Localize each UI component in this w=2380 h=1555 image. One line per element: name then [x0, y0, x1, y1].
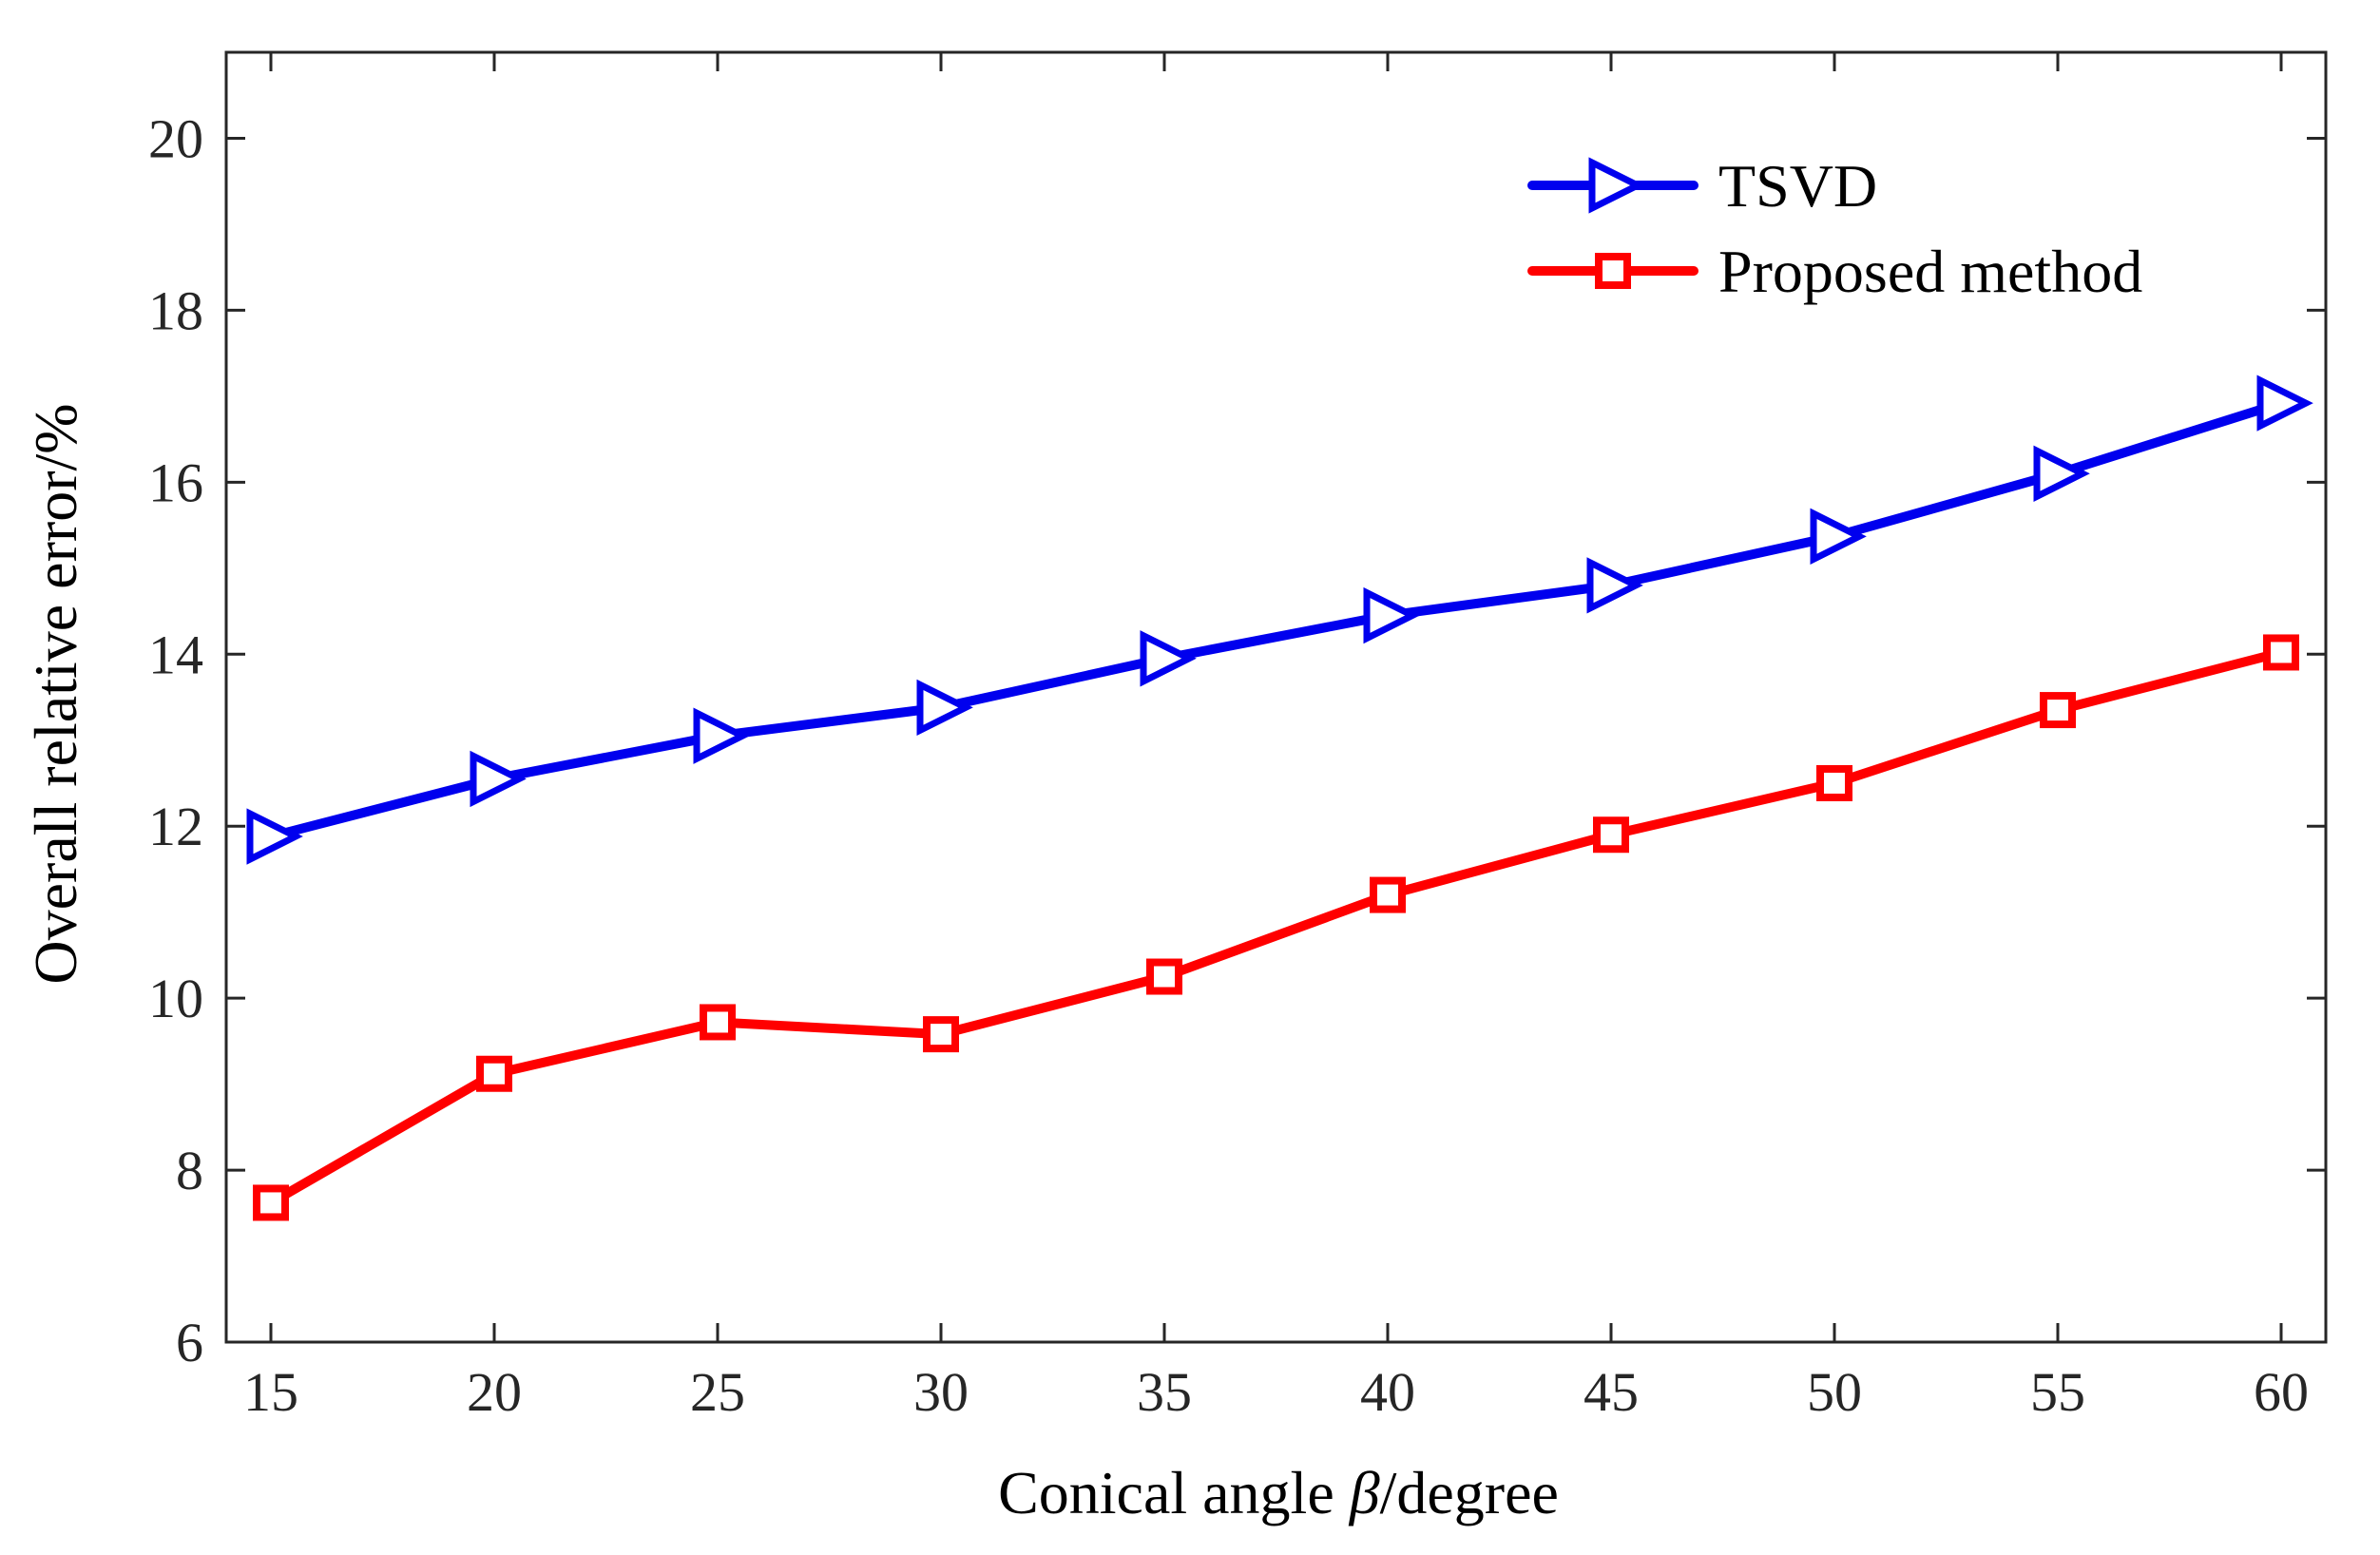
y-tick-label: 14 — [148, 624, 203, 685]
y-tick-label: 8 — [176, 1140, 203, 1201]
y-tick-label: 6 — [176, 1312, 203, 1373]
data-point-proposed-method — [1146, 958, 1182, 995]
y-tick-label: 10 — [148, 968, 203, 1029]
data-point-tsvd — [693, 707, 750, 764]
x-axis-title: Conical angle β/degree — [998, 1459, 1559, 1526]
legend-label-proposed-method: Proposed method — [1718, 238, 2142, 305]
data-point-proposed-method — [253, 1184, 289, 1221]
data-point-proposed-method — [923, 1016, 959, 1053]
data-point-tsvd — [1586, 557, 1643, 614]
series-lines — [246, 374, 2313, 1221]
data-point-tsvd — [2033, 445, 2090, 502]
x-tick-label: 60 — [2254, 1361, 2309, 1423]
series-tsvd — [246, 374, 2313, 865]
y-tick-label: 12 — [148, 796, 203, 857]
y-tick-label: 20 — [148, 107, 203, 169]
x-tick-label: 55 — [2030, 1361, 2085, 1423]
x-tick-label: 25 — [690, 1361, 745, 1423]
tick-labels: 15 20 25 30 35 40 45 50 55 60 6 8 10 12 14 16 18 20 — [148, 107, 2309, 1423]
x-tick-label: 20 — [467, 1361, 522, 1423]
y-tick-label: 18 — [148, 279, 203, 341]
axis-ticks — [226, 52, 2326, 1344]
legend: TSVD Proposed method — [1527, 152, 2142, 305]
series-line-proposed-method — [266, 647, 2286, 1208]
x-tick-label: 15 — [243, 1361, 298, 1423]
y-tick-label: 16 — [148, 451, 203, 513]
x-tick-label: 45 — [1583, 1361, 1639, 1423]
series-line-tsvd — [266, 398, 2286, 842]
legend-marker-proposed-method — [1595, 253, 1631, 289]
data-point-proposed-method — [700, 1004, 736, 1041]
plot-area-frame — [224, 50, 2328, 1344]
data-point-proposed-method — [1816, 764, 1852, 801]
x-tick-label: 50 — [1807, 1361, 1862, 1423]
x-axis-title-symbol: β — [1348, 1459, 1380, 1526]
series-proposed-method — [253, 634, 2299, 1221]
data-point-tsvd — [246, 808, 303, 865]
x-tick-label: 35 — [1137, 1361, 1192, 1423]
x-tick-label: 30 — [913, 1361, 969, 1423]
y-axis-title: Overall relative error/% — [22, 403, 89, 984]
data-point-proposed-method — [2040, 692, 2076, 729]
legend-label-tsvd: TSVD — [1718, 152, 1877, 220]
legend-item-proposed-method: Proposed method — [1527, 238, 2142, 305]
legend-marker-tsvd — [1588, 157, 1645, 214]
data-point-proposed-method — [1593, 816, 1629, 854]
x-axis-title-prefix: Conical angle — [998, 1459, 1350, 1526]
data-point-tsvd — [470, 750, 527, 808]
data-point-proposed-method — [2263, 634, 2299, 671]
x-tick-label: 40 — [1360, 1361, 1415, 1423]
data-point-tsvd — [916, 679, 973, 737]
data-point-tsvd — [1810, 508, 1867, 565]
data-point-proposed-method — [476, 1055, 512, 1092]
data-point-tsvd — [1140, 630, 1197, 687]
legend-item-tsvd: TSVD — [1527, 152, 1877, 220]
x-axis-title-suffix: /degree — [1380, 1459, 1559, 1526]
data-point-tsvd — [2256, 374, 2313, 432]
data-point-proposed-method — [1370, 876, 1406, 913]
data-point-tsvd — [1363, 586, 1420, 644]
